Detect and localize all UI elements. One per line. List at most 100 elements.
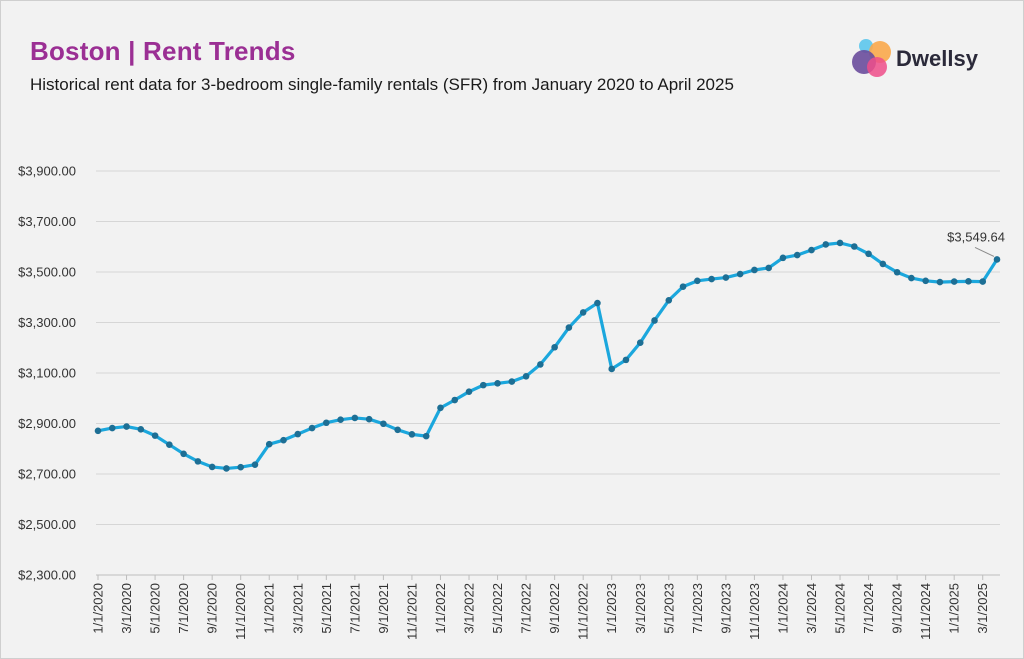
- data-point: [751, 266, 758, 274]
- data-point: [779, 254, 787, 262]
- data-point: [965, 278, 972, 285]
- data-point: [765, 264, 772, 272]
- x-tick-label: 1/1/2023: [604, 583, 619, 634]
- data-point: [380, 420, 387, 428]
- data-point: [508, 378, 516, 385]
- data-point: [579, 309, 587, 316]
- x-tick-label: 1/1/2020: [91, 583, 106, 634]
- brand-name: Dwellsy: [896, 46, 978, 71]
- x-tick-label: 9/1/2023: [718, 583, 733, 634]
- y-tick-label: $3,500.00: [18, 265, 76, 280]
- x-tick-label: 3/1/2024: [804, 583, 819, 634]
- data-point: [323, 419, 330, 427]
- data-point: [993, 256, 1001, 263]
- data-point: [422, 432, 430, 440]
- data-point: [608, 365, 616, 373]
- y-tick-label: $3,700.00: [18, 214, 76, 229]
- brand-logo: Dwellsy: [848, 36, 998, 82]
- y-axis: $2,300.00 $2,500.00 $2,700.00 $2,900.00 $3,1…: [18, 164, 76, 583]
- data-point: [836, 239, 844, 247]
- x-tick-label: 3/1/2020: [119, 583, 134, 634]
- data-point: [694, 277, 701, 285]
- x-tick-label: 3/1/2025: [975, 583, 990, 634]
- data-point: [394, 426, 401, 434]
- y-tick-label: $2,700.00: [18, 467, 76, 482]
- data-point: [651, 317, 658, 324]
- data-point: [950, 278, 958, 285]
- data-point: [180, 450, 187, 458]
- x-tick-label: 9/1/2022: [547, 583, 562, 634]
- data-point: [237, 463, 244, 471]
- x-tick-label: 5/1/2022: [490, 583, 505, 634]
- x-tick-label: 3/1/2022: [462, 583, 477, 634]
- data-point: [151, 432, 159, 439]
- data-point: [722, 274, 730, 281]
- data-point: [851, 243, 858, 250]
- x-tick-label: 7/1/2020: [176, 583, 191, 634]
- y-tick-label: $2,300.00: [18, 568, 76, 583]
- x-tick-label: 11/1/2022: [576, 583, 591, 640]
- x-tick-label: 11/1/2020: [233, 583, 248, 640]
- data-point: [437, 404, 444, 412]
- y-tick-label: $2,900.00: [18, 416, 76, 431]
- data-point: [337, 416, 344, 424]
- x-tick-label: 11/1/2021: [404, 583, 419, 640]
- data-point: [679, 283, 687, 290]
- series-line: [96, 241, 999, 471]
- data-point: [408, 431, 416, 438]
- series-rent: [94, 239, 1001, 472]
- x-tick-label: 3/1/2021: [290, 583, 305, 634]
- x-tick-label: 1/1/2021: [262, 583, 277, 634]
- x-tick-label: 7/1/2023: [690, 583, 705, 634]
- x-tick-label: 7/1/2021: [347, 583, 362, 634]
- y-tick-label: $3,900.00: [18, 164, 76, 179]
- data-point: [223, 465, 230, 472]
- x-tick-label: 1/1/2022: [433, 583, 448, 634]
- data-point: [893, 268, 901, 276]
- x-tick-label: 5/1/2024: [833, 583, 848, 634]
- data-point: [708, 275, 715, 283]
- data-point: [251, 461, 259, 468]
- data-point: [108, 424, 116, 432]
- annotation-leader: [974, 247, 995, 257]
- data-point: [822, 241, 830, 248]
- grid-lines: [96, 170, 1000, 576]
- data-point: [922, 277, 929, 285]
- x-tick-label: 11/1/2024: [918, 583, 933, 640]
- data-point: [208, 463, 216, 471]
- y-tick-label: $3,300.00: [18, 315, 76, 330]
- data-point: [879, 260, 887, 268]
- data-point: [365, 415, 373, 423]
- data-point: [551, 343, 558, 351]
- data-point: [622, 356, 630, 364]
- data-label: $3,549.64: [947, 229, 1005, 244]
- dwellsy-logo-icon: [852, 39, 891, 77]
- x-tick-label: 9/1/2020: [205, 583, 220, 634]
- x-tick-label: 7/1/2022: [519, 583, 534, 634]
- data-point: [565, 324, 573, 331]
- x-tick-label: 11/1/2023: [747, 583, 762, 640]
- data-point: [451, 396, 459, 404]
- annotations: $3,549.64: [947, 229, 1005, 257]
- data-point: [808, 246, 815, 254]
- x-tick-label: 9/1/2021: [376, 583, 391, 634]
- data-point: [537, 361, 544, 368]
- data-point: [865, 250, 872, 258]
- chart-title: Boston | Rent Trends: [30, 36, 296, 66]
- chart-subtitle: Historical rent data for 3-bedroom singl…: [30, 75, 734, 94]
- y-tick-label: $2,500.00: [18, 517, 76, 532]
- data-point: [908, 274, 915, 282]
- x-tick-label: 5/1/2020: [148, 583, 163, 634]
- data-point: [594, 299, 601, 307]
- data-point: [636, 339, 644, 347]
- x-tick-label: 5/1/2023: [661, 583, 676, 634]
- data-point: [793, 251, 801, 259]
- data-point: [936, 278, 944, 286]
- data-point: [137, 426, 145, 433]
- x-tick-label: 5/1/2021: [319, 583, 334, 634]
- data-point: [194, 458, 202, 465]
- data-point: [479, 381, 487, 389]
- data-point: [465, 388, 473, 395]
